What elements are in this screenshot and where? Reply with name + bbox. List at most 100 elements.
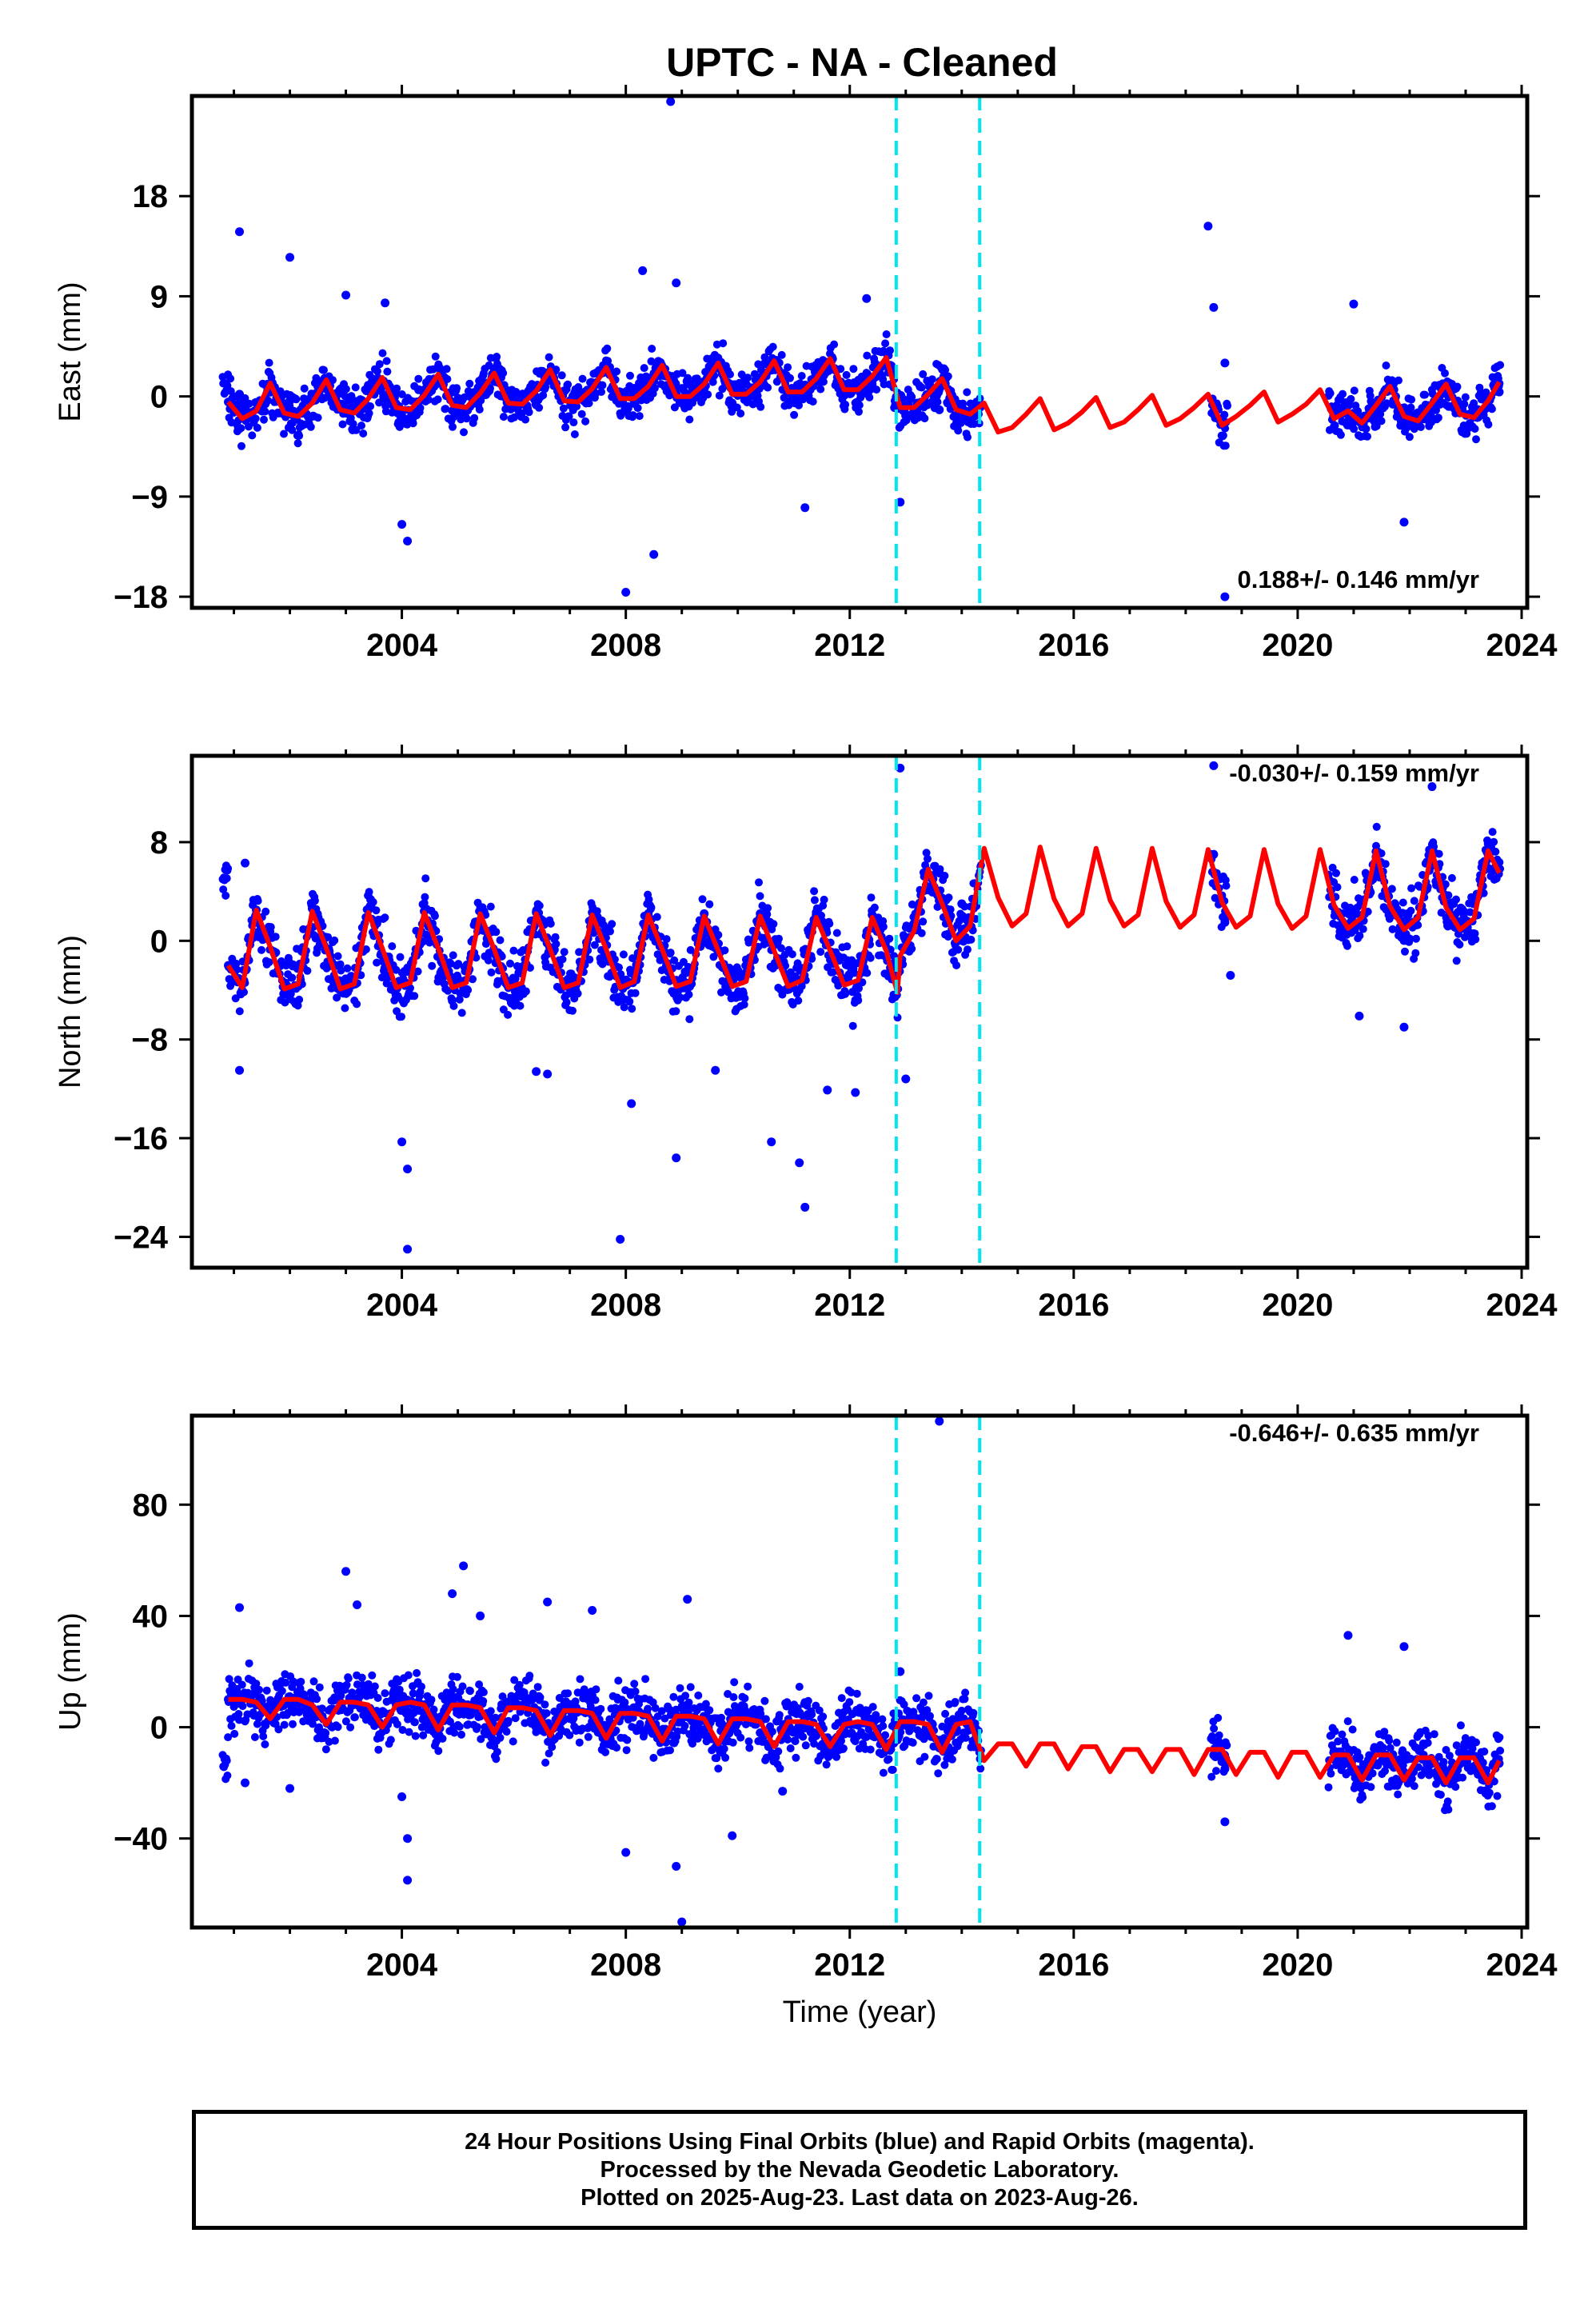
data-point [694, 1691, 703, 1700]
data-point [261, 407, 269, 416]
data-point [764, 383, 772, 392]
data-point [1220, 358, 1230, 368]
plot-frame-north [190, 753, 1530, 1270]
data-point [1447, 873, 1456, 882]
data-point [614, 1676, 623, 1685]
data-point [295, 431, 304, 440]
data-point [330, 1736, 339, 1745]
data-point [792, 1753, 800, 1762]
data-point [1441, 880, 1450, 889]
data-point [1472, 435, 1480, 444]
data-point [1484, 420, 1493, 429]
data-point [542, 1709, 551, 1718]
data-point [219, 885, 228, 894]
data-point [511, 1714, 520, 1723]
data-point [586, 1702, 595, 1711]
data-point [235, 1007, 244, 1016]
data-point [374, 1745, 383, 1754]
data-point [465, 379, 474, 388]
data-point [565, 412, 573, 421]
data-point [357, 1673, 366, 1682]
data-point [450, 1728, 459, 1737]
data-point [740, 994, 749, 1003]
data-point [730, 1678, 739, 1687]
x-tick-label: 2012 [814, 1288, 885, 1323]
data-point [253, 897, 262, 905]
data-point [475, 405, 484, 413]
data-point [944, 893, 953, 902]
data-point [383, 367, 392, 376]
data-point [836, 365, 845, 374]
data-point [225, 1675, 233, 1684]
data-point [1338, 1730, 1347, 1739]
data-point [303, 966, 312, 975]
data-point [1385, 1736, 1394, 1745]
data-point [820, 895, 828, 904]
data-point [277, 1687, 286, 1696]
y-tick-label: −16 [114, 1121, 168, 1157]
data-point [333, 993, 341, 1002]
y-tick-label: −18 [114, 580, 168, 615]
data-point [946, 905, 955, 914]
outlier-point [403, 1164, 413, 1174]
outlier-point [1399, 517, 1409, 527]
data-point [788, 950, 796, 959]
data-point [728, 398, 737, 408]
data-point [373, 958, 381, 967]
data-point [441, 405, 450, 413]
data-point [941, 366, 950, 374]
data-point [1338, 403, 1347, 413]
data-point [1460, 400, 1469, 409]
data-point [1210, 1724, 1219, 1733]
data-point [839, 1744, 848, 1752]
data-point [584, 1732, 593, 1741]
data-point [552, 366, 561, 374]
outlier-point [767, 1137, 776, 1147]
data-point [570, 430, 579, 438]
data-point [352, 425, 361, 434]
data-point [569, 1006, 577, 1015]
data-point [591, 1696, 600, 1704]
data-point [676, 1684, 684, 1692]
data-point [881, 339, 890, 348]
data-point [227, 1721, 236, 1730]
data-point [1343, 941, 1351, 950]
data-point [804, 1696, 812, 1705]
outlier-point [235, 227, 245, 237]
data-point [619, 950, 628, 959]
data-point [248, 431, 257, 440]
data-point [430, 912, 439, 921]
data-points-east [218, 97, 1505, 601]
data-point [855, 984, 863, 993]
data-point [1351, 1774, 1359, 1782]
data-point [954, 945, 963, 954]
plot-area-east [218, 97, 1505, 601]
data-point [585, 399, 593, 408]
data-point [879, 1768, 888, 1777]
data-point [499, 413, 508, 421]
data-point [1394, 1790, 1402, 1799]
data-point [235, 389, 245, 399]
data-point [444, 986, 453, 995]
outlier-point [901, 1074, 911, 1084]
data-point [344, 1674, 353, 1683]
data-point [411, 1732, 420, 1740]
data-point [515, 1680, 524, 1689]
outlier-point [1209, 761, 1219, 770]
data-point [908, 945, 916, 953]
outlier-point [666, 97, 676, 106]
data-point [448, 387, 457, 397]
data-point [404, 1671, 413, 1680]
data-point [496, 1733, 505, 1742]
data-point [427, 1696, 436, 1704]
data-point [648, 345, 656, 353]
data-point [557, 371, 566, 380]
data-point [419, 1731, 428, 1740]
data-point [794, 997, 803, 1005]
data-point [1421, 390, 1429, 399]
data-point [535, 403, 544, 412]
data-point [712, 1754, 721, 1763]
data-point [757, 366, 765, 374]
data-point [1452, 957, 1461, 965]
